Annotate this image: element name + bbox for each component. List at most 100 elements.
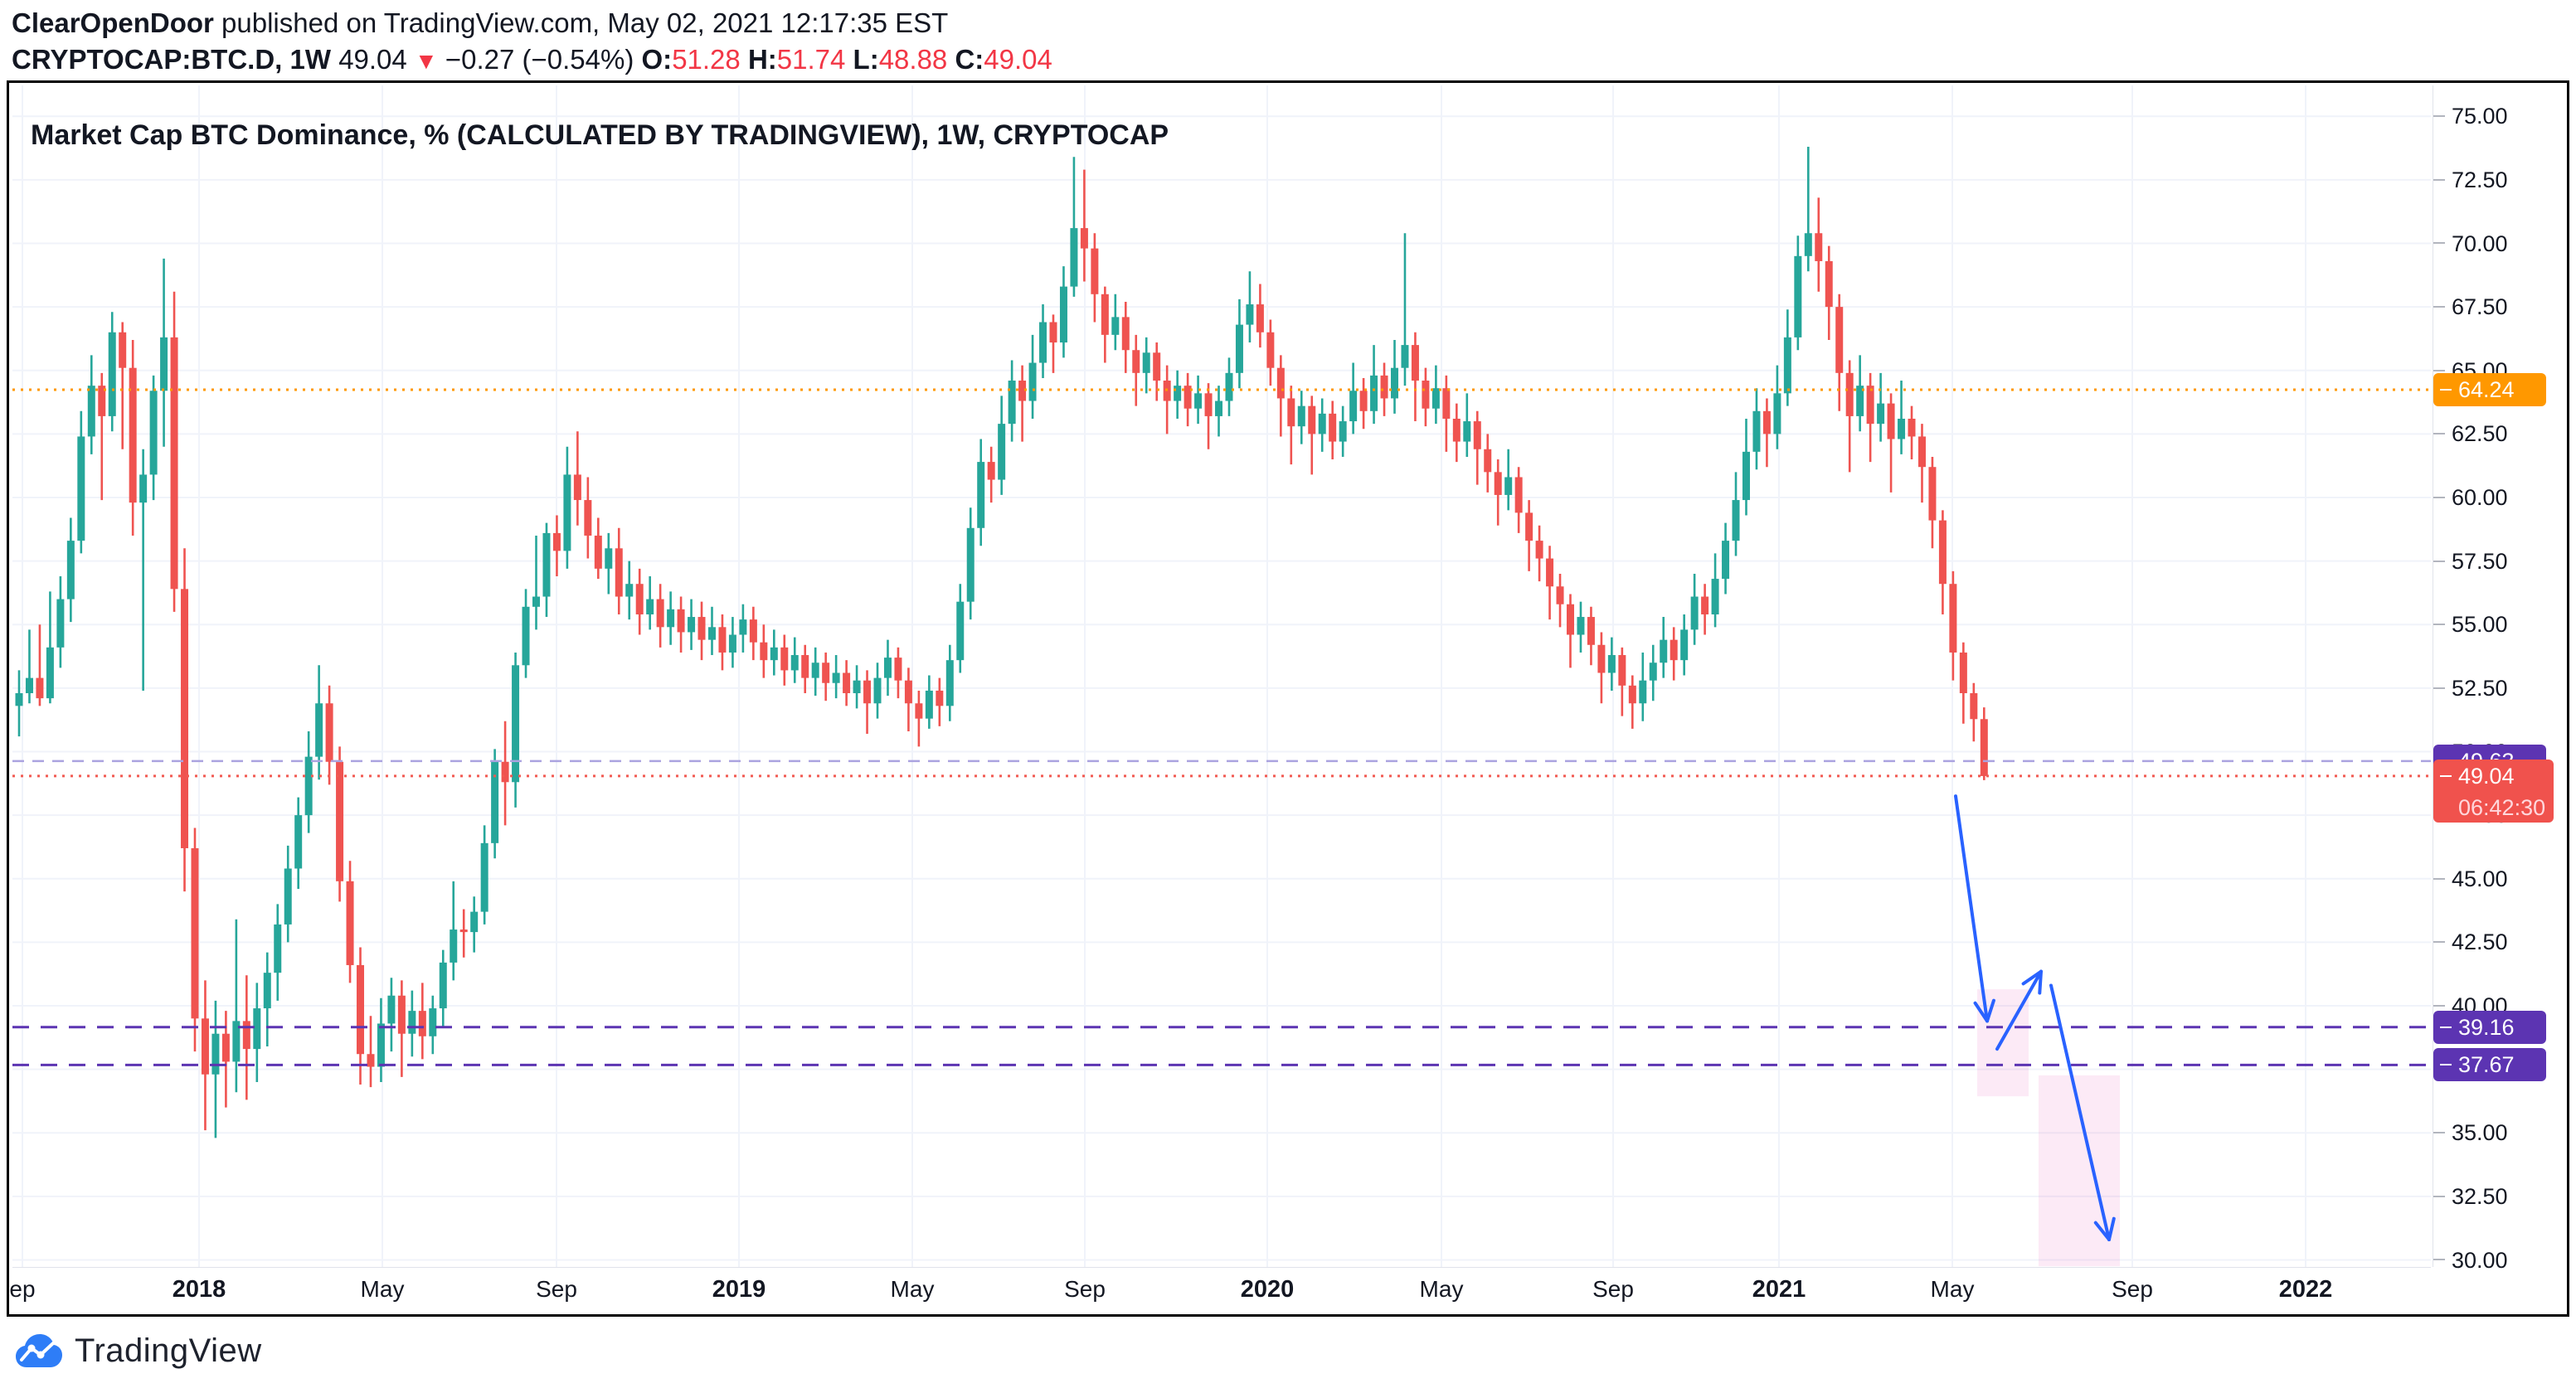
price-axis-label: 30.00	[2433, 1246, 2566, 1274]
candle	[1949, 570, 1957, 681]
published-info: published on TradingView.com, May 02, 20…	[213, 7, 949, 38]
candle	[760, 624, 768, 678]
candle	[594, 517, 602, 580]
candle	[853, 665, 861, 709]
chart-canvas[interactable]	[12, 85, 2431, 1267]
price-axis-label: 70.00	[2433, 230, 2566, 258]
candle	[936, 677, 944, 726]
candle	[677, 596, 685, 653]
candle	[439, 949, 447, 1027]
candle	[1742, 418, 1750, 516]
price-level-badge: 37.67	[2433, 1048, 2546, 1082]
candle	[707, 606, 716, 656]
candle	[387, 978, 396, 1052]
candle	[1607, 637, 1616, 691]
time-axis-label: ep	[9, 1276, 36, 1302]
candle	[263, 952, 271, 1047]
tradingview-logo[interactable]: TradingView	[15, 1325, 262, 1376]
time-axis-label: May	[1930, 1276, 1975, 1302]
candle	[1504, 449, 1513, 511]
time-axis-label: Sep	[1592, 1276, 1634, 1302]
candle	[1535, 525, 1543, 582]
candle	[429, 995, 437, 1055]
candle	[573, 431, 581, 526]
candle	[625, 561, 634, 620]
price-axis[interactable]: 75.00 72.50 70.00 67.50 65.00 62.50 60.00 57.50…	[2433, 85, 2566, 1273]
low-label: L:	[853, 43, 879, 75]
candle	[1080, 169, 1088, 282]
trend-arrow[interactable]	[1954, 794, 1995, 1023]
candle	[1815, 197, 1823, 292]
candle	[181, 548, 189, 892]
candle	[1587, 606, 1595, 666]
candle	[843, 660, 851, 706]
candle	[1431, 365, 1440, 425]
candle	[1235, 298, 1243, 389]
candle	[56, 576, 65, 668]
candle	[242, 975, 250, 1100]
high-label: H:	[747, 43, 777, 75]
candle	[98, 372, 106, 501]
time-axis-label: 2022	[2278, 1276, 2333, 1303]
candle	[552, 515, 561, 577]
candle	[1660, 617, 1668, 678]
candle	[1184, 372, 1192, 427]
candle	[1174, 370, 1182, 419]
time-axis-label: May	[360, 1276, 405, 1302]
trend-arrow[interactable]	[2049, 983, 2116, 1241]
time-axis-label: 2018	[172, 1276, 226, 1303]
candle	[36, 624, 44, 706]
candle	[728, 617, 736, 668]
candle	[294, 797, 303, 890]
candle	[605, 532, 613, 595]
candle	[1845, 360, 1854, 473]
candle	[397, 980, 406, 1077]
close-label: C:	[955, 43, 984, 75]
price-axis-label: 52.50	[2433, 674, 2566, 702]
candle	[1391, 339, 1399, 414]
candle	[1422, 367, 1430, 427]
candle	[1246, 271, 1254, 343]
candle	[1121, 301, 1130, 373]
trend-arrow[interactable]	[1995, 969, 2043, 1051]
candle	[315, 665, 323, 780]
publisher-name: ClearOpenDoor	[12, 7, 214, 38]
candle	[790, 637, 799, 683]
price-axis-label: 72.50	[2433, 166, 2566, 194]
candle	[1329, 400, 1337, 460]
candle	[1204, 383, 1213, 449]
price-axis-label: 32.50	[2433, 1182, 2566, 1211]
candle	[325, 685, 333, 785]
candle	[656, 584, 664, 648]
symbol-name: CRYPTOCAP:BTC.D, 1W	[12, 43, 332, 75]
candle	[1825, 245, 1833, 340]
candle	[1773, 365, 1781, 449]
price-axis-label: 75.00	[2433, 102, 2566, 130]
candle	[459, 909, 468, 958]
candle	[1153, 342, 1161, 401]
time-axis-label: Sep	[1064, 1276, 1106, 1302]
candlestick-plot[interactable]	[12, 85, 2431, 1267]
candle	[336, 746, 344, 902]
candle	[1856, 355, 1864, 432]
candle	[408, 990, 416, 1057]
candle	[945, 644, 954, 721]
candle	[1194, 375, 1203, 425]
time-axis[interactable]: ep 2018 May Sep 2019 May Sep 2020 May Sep 2021 May S…	[9, 1267, 2431, 1313]
candle	[1649, 644, 1657, 701]
candle	[718, 614, 727, 671]
candle	[1546, 546, 1554, 620]
candle	[46, 591, 54, 704]
candle	[512, 652, 520, 808]
candle	[1070, 157, 1078, 297]
candle	[367, 1016, 375, 1088]
candle	[1091, 233, 1099, 323]
candle	[697, 601, 706, 661]
candle	[1411, 332, 1419, 422]
candle	[77, 410, 85, 554]
candle	[1442, 375, 1451, 452]
candle	[1887, 393, 1895, 493]
candle	[1732, 472, 1740, 556]
candle	[129, 339, 137, 536]
candle	[883, 639, 892, 696]
